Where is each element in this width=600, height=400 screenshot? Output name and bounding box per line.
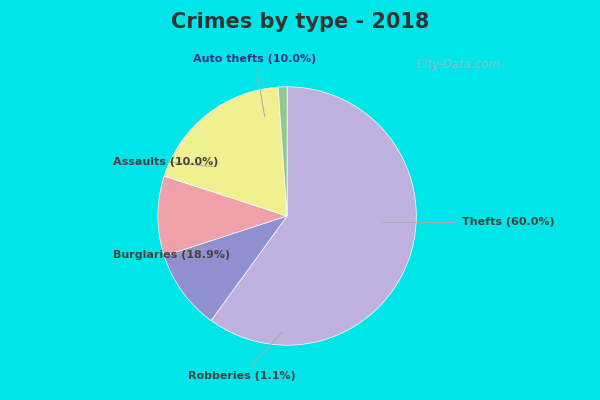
Text: Thefts (60.0%): Thefts (60.0%) (383, 218, 554, 228)
Text: Assaults (10.0%): Assaults (10.0%) (113, 157, 218, 167)
Text: Burglaries (18.9%): Burglaries (18.9%) (113, 249, 230, 260)
Text: City-Data.com: City-Data.com (416, 58, 500, 71)
Wedge shape (164, 87, 287, 216)
Text: Auto thefts (10.0%): Auto thefts (10.0%) (193, 54, 316, 116)
Wedge shape (278, 87, 287, 216)
Wedge shape (164, 216, 287, 320)
Wedge shape (211, 87, 416, 345)
Text: Crimes by type - 2018: Crimes by type - 2018 (171, 12, 429, 32)
Text: Robberies (1.1%): Robberies (1.1%) (188, 332, 296, 381)
Wedge shape (158, 176, 287, 256)
